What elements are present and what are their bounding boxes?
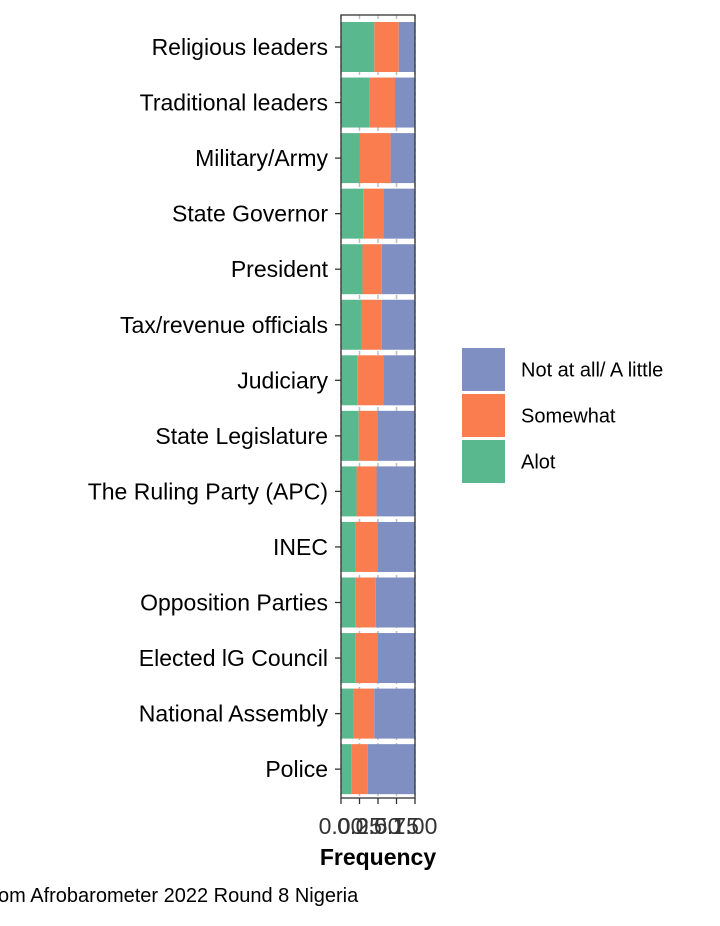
bar-segment-alot	[341, 633, 356, 684]
bar-segment-somewhat	[351, 744, 368, 795]
bar-segment-alot	[341, 133, 360, 184]
bar-segment-not-at-all-a-little	[383, 355, 415, 406]
bar-segment-alot	[341, 355, 358, 406]
x-tick-label: 0.75	[374, 813, 419, 839]
bar-segment-alot	[341, 244, 363, 295]
x-axis: 0.000.250.500.751.00	[319, 798, 438, 839]
bar-segment-not-at-all-a-little	[398, 22, 415, 72]
bar-segment-somewhat	[353, 688, 375, 739]
bar-segment-somewhat	[355, 577, 376, 628]
bar-segment-somewhat	[356, 466, 377, 517]
y-tick-label: Tax/revenue officials	[120, 312, 328, 338]
bar-segment-not-at-all-a-little	[378, 521, 415, 572]
bar-segment-somewhat	[357, 355, 384, 406]
chart-caption: om Afrobarometer 2022 Round 8 Nigeria	[0, 885, 359, 907]
y-tick-label: President	[231, 256, 329, 282]
bar-segment-alot	[341, 577, 356, 628]
bar-segment-somewhat	[355, 633, 378, 684]
bar-segment-alot	[341, 521, 356, 572]
bar-segment-somewhat	[374, 22, 399, 72]
y-tick-label: National Assembly	[139, 701, 329, 727]
bar-segment-somewhat	[355, 521, 378, 572]
x-tick-label: 0.50	[356, 813, 401, 839]
bar-segment-somewhat	[369, 77, 396, 128]
bar-segment-not-at-all-a-little	[381, 299, 415, 350]
bar-segment-not-at-all-a-little	[395, 77, 415, 128]
legend-label: Somewhat	[521, 406, 616, 428]
bar-segment-somewhat	[362, 244, 382, 295]
bar-segment-alot	[341, 77, 370, 128]
x-axis-title: Frequency	[320, 844, 437, 870]
legend-label: Alot	[521, 452, 556, 474]
y-tick-label: Police	[265, 756, 328, 782]
legend-key-not-at-all-a-little	[462, 348, 505, 391]
bar-segment-somewhat	[359, 133, 391, 184]
bar-segment-alot	[341, 410, 359, 461]
x-tick-label: 1.00	[393, 813, 438, 839]
bar-segment-somewhat	[360, 299, 382, 350]
bar-segment-not-at-all-a-little	[377, 633, 415, 684]
bar-segment-alot	[341, 188, 364, 239]
y-tick-label: Traditional leaders	[140, 90, 328, 116]
y-tick-label: State Legislature	[155, 423, 328, 449]
y-tick-label: INEC	[273, 534, 328, 560]
bar-segment-alot	[341, 688, 354, 739]
bar-segment-not-at-all-a-little	[390, 133, 415, 184]
bar-segment-not-at-all-a-little	[381, 244, 415, 295]
bar-segment-alot	[341, 22, 375, 72]
legend-key-somewhat	[462, 394, 505, 437]
y-tick-label: Judiciary	[237, 367, 328, 393]
bar-segment-not-at-all-a-little	[374, 688, 415, 739]
x-tick-label: 0.00	[319, 813, 364, 839]
bar-segment-not-at-all-a-little	[375, 577, 415, 628]
y-tick-label: The Ruling Party (APC)	[88, 478, 328, 504]
y-tick-label: Opposition Parties	[140, 590, 328, 616]
bar-segment-alot	[341, 299, 361, 350]
bar-segment-alot	[341, 466, 357, 517]
bar-segment-not-at-all-a-little	[378, 410, 415, 461]
bar-segment-not-at-all-a-little	[383, 188, 415, 239]
y-tick-label: Religious leaders	[152, 34, 328, 60]
x-tick-label: 0.25	[337, 813, 382, 839]
bar-segment-somewhat	[363, 188, 384, 239]
legend-key-alot	[462, 440, 505, 483]
y-tick-label: Military/Army	[195, 145, 328, 171]
y-tick-label: State Governor	[172, 201, 328, 227]
y-axis: Religious leaders Traditional leaders Mili…	[88, 34, 341, 782]
legend: Not at all/ A little Somewhat Alot	[462, 348, 663, 483]
bar-segment-alot	[341, 744, 352, 795]
bar-segment-not-at-all-a-little	[376, 466, 415, 517]
legend-label: Not at all/ A little	[521, 360, 663, 382]
bar-segment-not-at-all-a-little	[367, 744, 415, 795]
y-tick-label: Elected lG Council	[139, 645, 328, 671]
bar-segment-somewhat	[358, 410, 378, 461]
bars-layer	[340, 15, 416, 798]
